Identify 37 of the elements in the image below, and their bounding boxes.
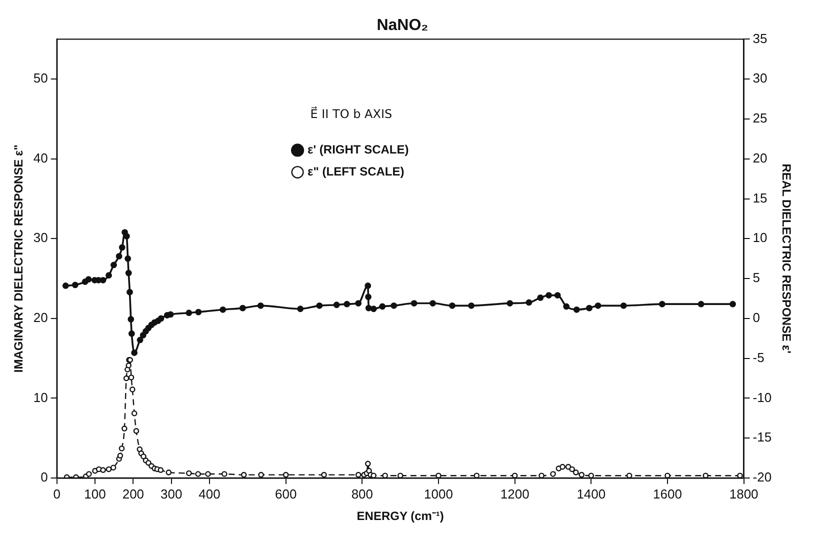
y2-tick-label: 5: [752, 270, 760, 286]
x-tick-label: 1200: [500, 486, 530, 502]
y-tick-label: 30: [33, 230, 48, 246]
x-tick-label: 1400: [576, 486, 606, 502]
y2-tick-label: -5: [752, 350, 764, 365]
x-tick-label: 100: [84, 486, 106, 502]
chart-title: NaNO₂: [376, 17, 428, 34]
y-axis-title: IMAGINARY DIELECTRIC RESPONSE ε": [12, 144, 26, 373]
x-tick-label: 1600: [653, 486, 682, 502]
x-tick-label: 200: [122, 486, 144, 502]
y-tick-label: 10: [33, 390, 48, 405]
y2-tick-label: 25: [752, 110, 768, 126]
y-tick-label: 20: [33, 310, 48, 326]
y2-tick-label: 35: [752, 30, 768, 46]
legend-label: ε' (RIGHT SCALE): [308, 142, 409, 157]
legend-title: E⃗ II TO b AXIS: [310, 106, 392, 121]
x-tick-label: 1000: [424, 486, 453, 502]
y2-tick-label: 10: [752, 230, 768, 246]
y2-tick-label: -10: [752, 390, 772, 405]
x-tick-label: 800: [351, 486, 374, 502]
y2-tick-label: 20: [752, 150, 768, 166]
y2-tick-label: -20: [752, 470, 772, 485]
x-tick-label: 0: [53, 486, 60, 502]
y2-tick-label: 15: [752, 190, 768, 206]
x-tick-label: 1800: [729, 486, 758, 502]
y2-tick-label: -15: [752, 430, 772, 445]
x-tick-label: 600: [274, 486, 297, 502]
y-tick-label: 0: [40, 470, 48, 485]
y-tick-label: 40: [33, 150, 48, 166]
x-axis-title: ENERGY (cm⁻¹): [356, 509, 444, 524]
x-tick-label: 300: [160, 486, 182, 502]
y2-tick-label: 30: [752, 70, 768, 86]
y2-axis-title: REAL DIELECTRIC RESPONSE ε': [779, 164, 794, 354]
legend-label: ε" (LEFT SCALE): [308, 164, 404, 179]
y-tick-label: 50: [33, 70, 48, 86]
y2-tick-label: 0: [752, 310, 760, 326]
x-tick-label: 400: [198, 486, 220, 502]
